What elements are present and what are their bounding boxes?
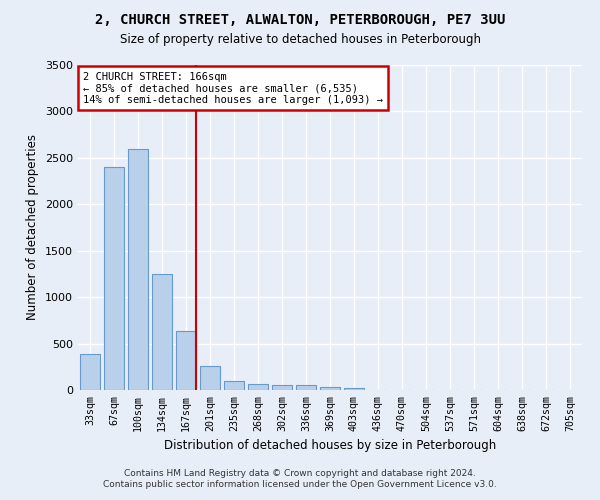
Text: Contains HM Land Registry data © Crown copyright and database right 2024.: Contains HM Land Registry data © Crown c… (124, 468, 476, 477)
Bar (200, 366, 220, 390)
Text: 2 CHURCH STREET: 166sqm
← 85% of detached houses are smaller (6,535)
14% of semi: 2 CHURCH STREET: 166sqm ← 85% of detache… (83, 72, 383, 104)
Y-axis label: Number of detached properties: Number of detached properties (26, 134, 40, 320)
Bar (296, 386, 316, 390)
Bar (80, 354, 100, 390)
Bar (152, 274, 172, 390)
Text: Contains public sector information licensed under the Open Government Licence v3: Contains public sector information licen… (103, 480, 497, 489)
Bar (224, 380, 244, 390)
Bar (248, 384, 268, 390)
Text: Size of property relative to detached houses in Peterborough: Size of property relative to detached ho… (119, 32, 481, 46)
Bar (176, 330, 196, 390)
Bar (272, 384, 292, 390)
Text: 2, CHURCH STREET, ALWALTON, PETERBOROUGH, PE7 3UU: 2, CHURCH STREET, ALWALTON, PETERBOROUGH… (95, 12, 505, 26)
Bar (104, 167, 124, 390)
Bar (344, 388, 364, 390)
Bar (128, 148, 148, 390)
X-axis label: Distribution of detached houses by size in Peterborough: Distribution of detached houses by size … (164, 439, 496, 452)
Bar (320, 387, 340, 390)
